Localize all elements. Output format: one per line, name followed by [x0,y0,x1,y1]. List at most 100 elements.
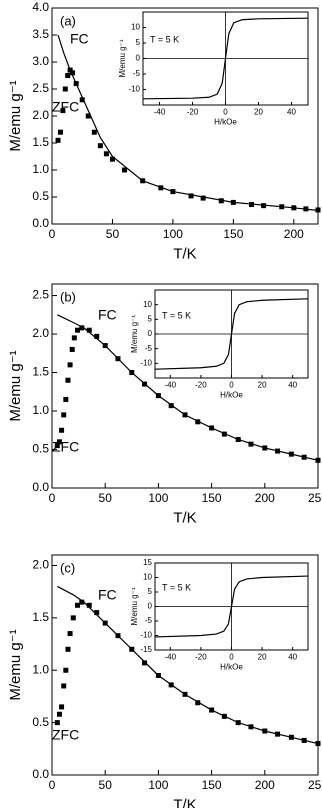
marker [288,734,294,740]
marker [195,419,201,425]
plot-frame [142,11,309,106]
y-tick-label: 3.0 [32,54,49,68]
y-tick-label: 1.0 [32,403,49,417]
marker [115,633,121,639]
x-tick-label: 50 [99,778,113,792]
marker [195,700,201,706]
marker [129,646,135,652]
marker [129,370,135,376]
y-tick-label: 2.0 [32,108,49,122]
marker [67,362,73,368]
marker [71,335,77,341]
y-tick-label: 10 [131,23,140,32]
y-tick-label: 15 [143,558,152,567]
x-tick-label: 40 [288,652,297,661]
marker [168,682,174,688]
y-axis-label: M/emu g⁻¹ [118,39,127,77]
plot-frame [51,7,319,225]
marker [102,343,108,349]
marker [63,396,69,402]
x-tick-label: -20 [195,652,207,661]
marker [73,81,79,87]
marker [230,199,236,205]
y-tick-label: -5 [145,344,153,353]
y-tick-label: -5 [133,69,141,78]
marker [142,660,148,666]
marker [249,202,254,208]
inset-bg [52,284,318,488]
marker [279,204,285,210]
x-tick-label: 250 [308,778,322,792]
y-tick-label: 2.0 [32,558,49,572]
marker [91,129,97,135]
x-tick-label: -40 [165,380,177,389]
marker [79,97,85,103]
marker [200,195,206,201]
marker [248,724,254,730]
y-tick-label: -15 [140,645,152,654]
marker [262,728,268,734]
x-tick-label: 20 [258,380,267,389]
marker [54,443,60,449]
marker [235,437,241,443]
x-tick-label: 150 [202,778,222,792]
marker [221,431,227,437]
marker [303,206,309,212]
marker [56,439,62,445]
y-axis-label: M/emu g⁻¹ [130,587,139,625]
y-tick-label: -10 [140,358,152,367]
x-tick-label: -40 [154,107,166,116]
x-axis-label: H/kOe [220,391,243,400]
x-axis-label: T/K [173,245,196,262]
plot-frame [51,554,319,776]
series-label: ZFC [52,439,79,455]
y-tick-label: 0.0 [32,767,49,781]
y-tick-label: 10 [143,573,152,582]
marker [79,325,85,331]
series-label: FC [98,307,117,323]
marker [155,393,161,399]
series-label: FC [98,587,117,603]
marker [69,346,75,352]
marker [63,667,69,673]
marker [209,425,215,431]
series-label: ZFC [52,727,79,743]
marker [75,327,81,333]
marker [158,185,164,191]
x-tick-label: -20 [195,380,207,389]
x-tick-label: -40 [165,652,177,661]
marker [115,356,121,362]
series-label: FC [70,31,89,47]
x-tick-label: 20 [254,107,263,116]
x-tick-label: 0 [49,227,56,241]
marker [70,615,76,621]
y-tick-label: -10 [128,85,140,94]
plot-frame [154,562,309,651]
marker [86,327,92,333]
y-axis-label: M/emu g⁻¹ [7,629,24,700]
x-tick-label: 250 [308,491,322,505]
x-tick-label: 200 [255,491,275,505]
y-tick-label: 0 [148,602,153,611]
y-tick-label: 5 [148,587,153,596]
annotation: T = 5 K [162,582,191,592]
y-tick-label: 0.0 [32,480,49,494]
marker [140,178,146,184]
y-axis-label: M/emu g⁻¹ [130,315,139,353]
y-axis-label: M/emu g⁻¹ [7,80,24,151]
y-tick-label: 5 [136,38,141,47]
marker [67,67,73,73]
y-tick-label: -10 [140,631,152,640]
x-axis-label: H/kOe [214,118,237,127]
marker [301,454,307,460]
marker [70,70,76,76]
y-tick-label: 0 [136,54,141,63]
curve [154,575,309,638]
curve [154,298,309,370]
marker [55,137,61,143]
marker [122,167,128,173]
marker [301,737,307,743]
y-tick-label: 2.0 [32,326,49,340]
marker [57,129,63,135]
